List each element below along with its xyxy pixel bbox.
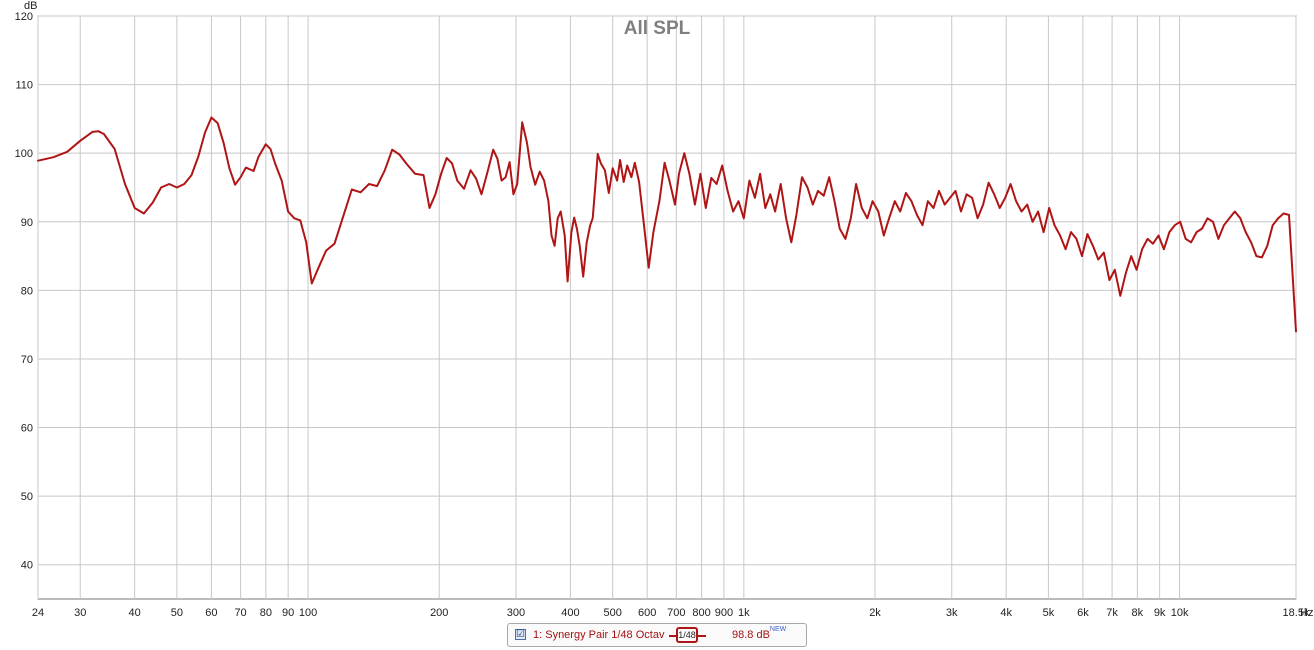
x-tick-label: 700 (667, 607, 685, 619)
x-tick-label: 24 (32, 607, 44, 619)
y-tick-label: 60 (21, 423, 33, 435)
grid-lines (37, 15, 1297, 599)
y-tick-label: 90 (21, 217, 33, 229)
x-tick-label: 600 (638, 607, 656, 619)
x-tick-label: 800 (692, 607, 710, 619)
x-tick-label: 400 (561, 607, 579, 619)
x-tick-label: 6k (1077, 607, 1089, 619)
y-tick-label: 40 (21, 560, 33, 572)
y-axis-label: dB (24, 0, 37, 12)
legend-line-sample-left (669, 635, 677, 637)
x-tick-label: 50 (171, 607, 183, 619)
x-tick-label: 900 (715, 607, 733, 619)
x-tick-label: 10k (1171, 607, 1189, 619)
x-tick-label: 100 (299, 607, 317, 619)
series-layer (37, 116, 1297, 333)
cursor-value: 98.8 dBNEW (732, 626, 787, 641)
x-tick-label: 5k (1043, 607, 1055, 619)
x-tick-label: 7k (1106, 607, 1118, 619)
y-tick-label: 50 (21, 491, 33, 503)
x-tick-label: 30 (74, 607, 86, 619)
y-tick-label: 80 (21, 285, 33, 297)
y-tick-label: 120 (15, 11, 33, 23)
x-tick-label: 8k (1132, 607, 1144, 619)
series-visibility-checkbox[interactable]: ☑ (515, 629, 526, 640)
chart-title: All SPL (624, 18, 691, 39)
series-line (37, 116, 1297, 333)
y-tick-label: 110 (15, 80, 33, 92)
x-tick-label: 2k (869, 607, 881, 619)
x-tick-label: 80 (260, 607, 272, 619)
y-tick-label: 70 (21, 354, 33, 366)
x-tick-label: 1k (738, 607, 750, 619)
x-tick-label: 18.5k (1283, 607, 1310, 619)
x-tick-label: 500 (603, 607, 621, 619)
x-tick-label: 200 (430, 607, 448, 619)
cursor-value-text: 98.8 dB (732, 629, 770, 641)
x-tick-label: 9k (1154, 607, 1166, 619)
y-tick-label: 100 (15, 148, 33, 160)
new-badge: NEW (769, 626, 787, 633)
x-tick-label: 70 (234, 607, 246, 619)
legend-line-sample-right (698, 635, 706, 637)
smoothing-button[interactable]: 1/48 (676, 627, 698, 643)
series-name: 1: Synergy Pair 1/48 Octav (533, 629, 665, 641)
x-axis-label: Hz (1300, 607, 1313, 619)
x-tick-label: 40 (129, 607, 141, 619)
x-tick-label: 60 (205, 607, 217, 619)
plot-area (37, 15, 1297, 600)
x-tick-label: 300 (507, 607, 525, 619)
x-tick-label: 4k (1000, 607, 1012, 619)
x-tick-label: 3k (946, 607, 958, 619)
tick-labels: 120 110 100 90 80 70 60 50 40 24 30 40 50 60 70 80 90 100… (15, 11, 1310, 619)
x-tick-label: 90 (282, 607, 294, 619)
legend-box[interactable]: ☑ 1: Synergy Pair 1/48 Octav 1/48 98.8 d… (507, 623, 807, 647)
